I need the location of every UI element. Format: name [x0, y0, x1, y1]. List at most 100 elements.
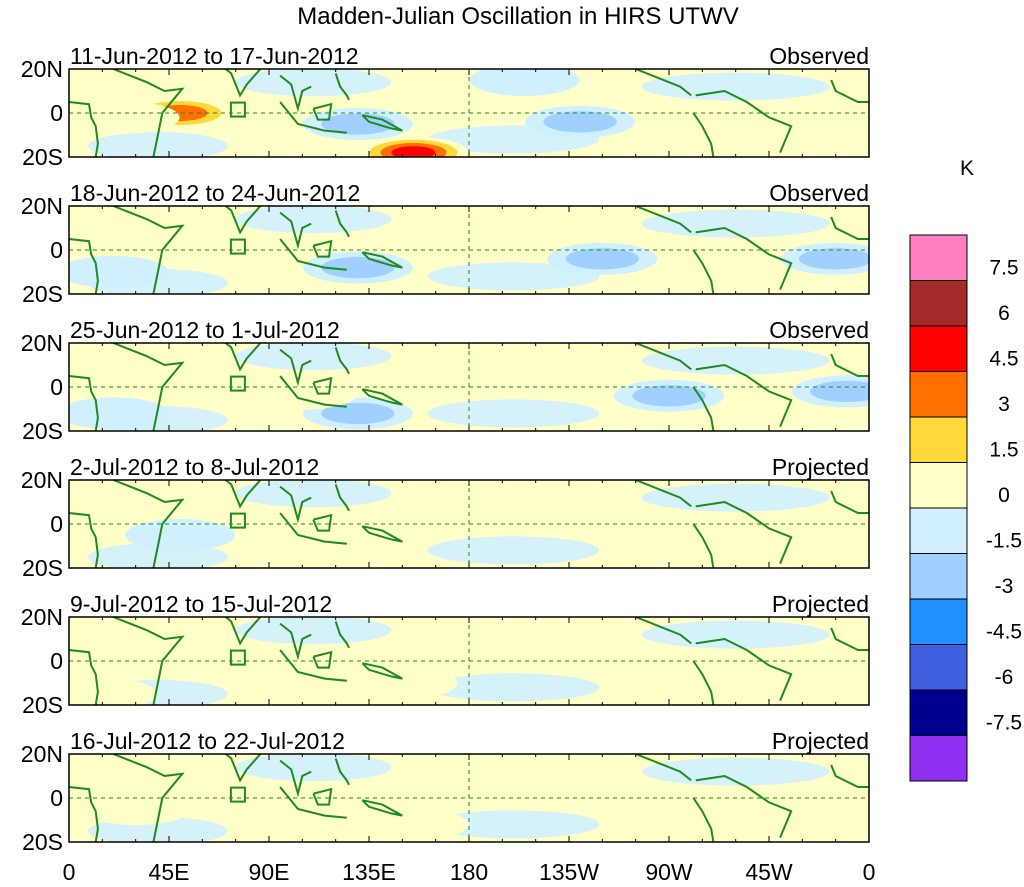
- anomaly-band: [235, 617, 392, 645]
- colorbar-swatch: [909, 280, 968, 327]
- coastline: [312, 513, 333, 532]
- colorbar-swatch: [909, 553, 968, 600]
- anomaly-contour: [247, 377, 358, 410]
- coastline: [69, 512, 99, 568]
- latitude-label: 20S: [22, 281, 63, 307]
- coastline: [692, 797, 715, 842]
- coastline: [635, 343, 692, 371]
- coastline: [830, 353, 869, 377]
- colorbar-label: 3: [998, 393, 1010, 416]
- coastline: [830, 216, 869, 240]
- coastline: [692, 112, 715, 157]
- anomaly-contour: [125, 519, 236, 551]
- latitude-label: 20N: [21, 604, 63, 630]
- colorbar-label: 0: [998, 484, 1010, 507]
- coastline: [635, 69, 692, 97]
- latitude-label: 0: [50, 237, 63, 263]
- coastline: [361, 525, 403, 543]
- coastline: [361, 662, 403, 680]
- panel-status: Projected: [772, 728, 869, 754]
- colorbar-swatch: [909, 325, 968, 372]
- anomaly-band: [427, 673, 600, 702]
- coastline: [113, 69, 185, 157]
- anomaly-contour: [402, 212, 513, 244]
- anomaly-contour: [799, 248, 869, 270]
- longitude-label: 135W: [539, 859, 599, 885]
- coastline: [361, 251, 403, 269]
- latitude-label: 20N: [21, 56, 63, 82]
- coastline: [312, 102, 333, 121]
- coastline: [224, 343, 262, 372]
- coastline: [830, 79, 869, 103]
- latitude-label: 20S: [22, 418, 63, 444]
- longitude-label: 180: [450, 859, 488, 885]
- coastline: [69, 101, 99, 157]
- longitude-label: 45E: [149, 859, 190, 885]
- region-box: [229, 512, 246, 529]
- coastline: [695, 89, 793, 153]
- coastline: [69, 238, 99, 294]
- map-panel-3: 20N 0 20S 25-Jun-2012 to 1-Jul-2012 Observed: [21, 317, 870, 444]
- colorbar-swatch: [909, 735, 968, 782]
- coastline: [692, 660, 715, 705]
- latitude-label: 20S: [22, 555, 63, 581]
- region-box: [229, 786, 246, 803]
- coastline: [361, 114, 403, 132]
- coastline: [830, 627, 869, 651]
- anomaly-contour: [321, 402, 395, 425]
- coastline: [695, 774, 793, 838]
- region-box: [229, 101, 246, 118]
- coastline: [113, 206, 185, 294]
- longitude-axis: 0 45E 90E 135E 180 135W 90W 45W 0: [63, 859, 876, 885]
- latitude-label: 20N: [21, 330, 63, 356]
- coastline: [635, 206, 692, 234]
- anomaly-band: [427, 399, 600, 428]
- panel-date-range: 11-Jun-2012 to 17-Jun-2012: [70, 43, 359, 69]
- coastline: [113, 343, 185, 431]
- coastline: [279, 759, 312, 798]
- colorbar-label: -1.5: [986, 530, 1022, 553]
- anomaly-contour: [469, 69, 580, 96]
- coastline: [224, 69, 262, 98]
- map-panel-5: 20N 0 20S 9-Jul-2012 to 15-Jul-2012 Projecte…: [21, 591, 870, 718]
- coastline: [312, 239, 333, 258]
- panel-status: Projected: [772, 591, 869, 617]
- latitude-label: 20N: [21, 741, 63, 767]
- coastline: [695, 363, 793, 427]
- anomaly-contour: [565, 248, 639, 270]
- coastline: [361, 799, 403, 817]
- coastline: [279, 622, 312, 661]
- coastline: [635, 480, 692, 508]
- anomaly-contour: [458, 349, 569, 381]
- anomaly-contour: [632, 385, 706, 407]
- anomaly-contour: [769, 530, 869, 562]
- region-box: [229, 375, 246, 392]
- anomaly-contour: [291, 530, 402, 562]
- coastline: [224, 617, 262, 646]
- longitude-label: 0: [863, 859, 876, 885]
- coastline: [695, 637, 793, 701]
- panel-date-range: 9-Jul-2012 to 15-Jul-2012: [70, 591, 332, 617]
- figure-title: Madden-Julian Oscillation in HIRS UTWV: [297, 3, 738, 30]
- panel-date-range: 18-Jun-2012 to 24-Jun-2012: [70, 180, 360, 206]
- coastline: [312, 650, 333, 669]
- colorbar-swatch: [909, 689, 968, 736]
- coastline: [830, 764, 869, 788]
- coastline: [113, 617, 185, 705]
- colorbar-swatch: [909, 234, 968, 281]
- anomaly-contour: [347, 667, 458, 699]
- coastline: [69, 786, 99, 842]
- longitude-label: 45W: [745, 859, 793, 885]
- coastline: [692, 523, 715, 568]
- panel-date-range: 16-Jul-2012 to 22-Jul-2012: [70, 728, 345, 754]
- colorbar-swatch: [909, 644, 968, 691]
- coastline: [312, 787, 333, 806]
- coastline: [334, 484, 350, 512]
- latitude-label: 20N: [21, 467, 63, 493]
- map-panel-2: 20N 0 20S 18-Jun-2012 to 24-Jun-2012 Observe…: [21, 180, 870, 307]
- panel-date-range: 25-Jun-2012 to 1-Jul-2012: [70, 317, 340, 343]
- longitude-label: 0: [63, 859, 76, 885]
- latitude-label: 20S: [22, 144, 63, 170]
- colorbar-swatch: [909, 416, 968, 463]
- anomaly-band: [235, 480, 392, 508]
